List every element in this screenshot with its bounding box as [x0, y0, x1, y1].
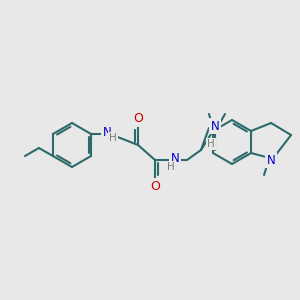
Text: H: H: [207, 139, 215, 149]
Text: N: N: [103, 125, 111, 139]
Text: N: N: [211, 119, 219, 133]
Text: N: N: [171, 152, 179, 164]
Text: O: O: [150, 179, 160, 193]
Text: H: H: [109, 133, 117, 143]
Text: H: H: [167, 162, 175, 172]
Text: N: N: [267, 154, 275, 166]
Text: O: O: [133, 112, 143, 125]
